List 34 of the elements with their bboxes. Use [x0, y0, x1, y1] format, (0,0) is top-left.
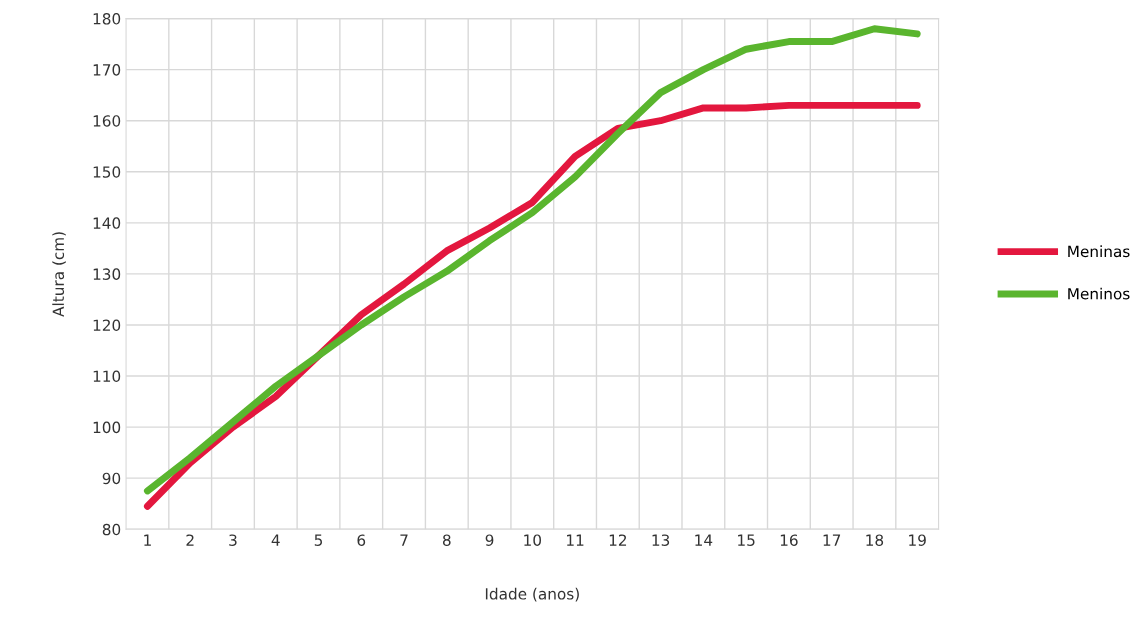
x-tick-label: 3 — [229, 534, 237, 546]
x-tick-label: 17 — [823, 534, 841, 546]
y-tick-label: 100 — [93, 421, 121, 434]
x-tick-label: 16 — [780, 534, 798, 546]
y-tick-label: 140 — [93, 217, 121, 229]
x-tick-label: 2 — [186, 534, 194, 546]
y-tick-label: 170 — [93, 64, 121, 76]
y-tick-label: 90 — [102, 472, 121, 485]
y-tick-label: 130 — [93, 268, 121, 280]
x-tick-label: 9 — [485, 534, 494, 546]
y-tick-label: 150 — [93, 166, 121, 178]
x-tick-label: 1 — [144, 534, 151, 546]
y-tick-label: 160 — [93, 115, 121, 127]
x-tick-label: 11 — [567, 534, 584, 546]
y-tick-label: 120 — [93, 319, 121, 331]
x-axis-title: Idade (anos) — [485, 587, 579, 602]
legend-label: Meninas — [1068, 245, 1130, 258]
x-tick-label: 8 — [442, 534, 451, 546]
x-tick-label: 6 — [357, 534, 366, 546]
x-tick-label: 19 — [909, 534, 926, 546]
x-tick-label: 7 — [400, 534, 408, 546]
y-axis-title: Altura (cm) — [52, 232, 66, 317]
y-tick-label: 110 — [93, 370, 121, 383]
y-tick-label: 80 — [102, 523, 121, 536]
x-tick-label: 15 — [738, 534, 755, 546]
x-tick-label: 4 — [271, 534, 280, 546]
x-tick-label: 10 — [524, 534, 542, 546]
x-tick-label: 14 — [695, 534, 713, 546]
y-tick-label: 180 — [93, 13, 121, 25]
x-tick-label: 5 — [314, 534, 323, 546]
x-tick-label: 12 — [609, 534, 627, 546]
x-tick-label: 13 — [652, 534, 670, 546]
legend-label: Meninos — [1068, 287, 1130, 300]
x-tick-label: 18 — [866, 534, 884, 546]
